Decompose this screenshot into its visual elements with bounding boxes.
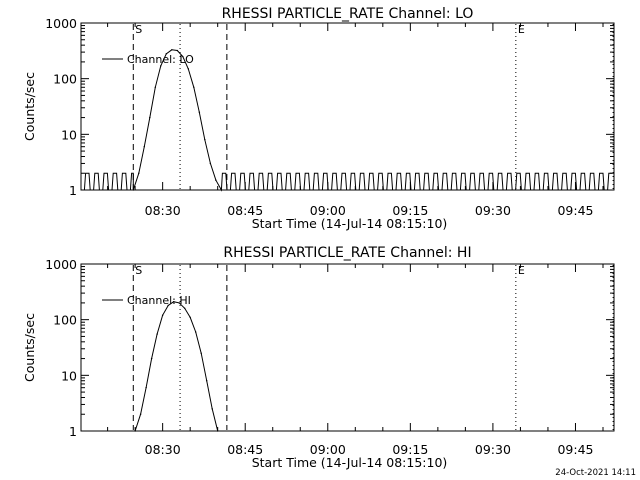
chart-title: RHESSI PARTICLE_RATE Channel: HI (223, 245, 471, 261)
series-line-lo (81, 49, 613, 192)
event-marker-label: E (518, 23, 525, 36)
chart-title: RHESSI PARTICLE_RATE Channel: LO (222, 6, 474, 22)
y-tick-label: 10 (61, 368, 77, 383)
y-tick-label: 1000 (45, 257, 77, 272)
data-point (198, 111, 201, 113)
legend-label: Channel: HI (127, 294, 191, 307)
data-point (139, 413, 142, 415)
data-point (134, 430, 136, 432)
x-tick-label: 09:45 (557, 203, 593, 218)
y-axis-label: Counts/sec (22, 72, 37, 141)
x-tick-label: 09:30 (475, 442, 511, 457)
chart-panel-hi: RHESSI PARTICLE_RATE Channel: HI 1 10 100 10… (22, 245, 615, 470)
data-point (145, 386, 147, 389)
x-axis-label: Start Time (14-Jul-14 08:15:10) (252, 455, 448, 470)
x-tick-label: 08:30 (145, 442, 181, 457)
x-tick-label: 08:45 (227, 203, 263, 218)
y-tick-label: 1 (69, 424, 77, 439)
data-point (138, 172, 140, 174)
data-point (161, 314, 164, 316)
x-tick-label: 08:45 (227, 442, 263, 457)
data-point (220, 189, 223, 191)
data-point (193, 86, 195, 88)
y-tick-label: 100 (53, 313, 77, 328)
x-tick-label: 09:00 (310, 442, 346, 457)
y-axis-label: Counts/sec (22, 313, 37, 382)
data-point (211, 408, 213, 410)
x-axis-label: Start Time (14-Jul-14 08:15:10) (252, 216, 448, 231)
data-point (216, 430, 219, 432)
data-point (183, 307, 186, 310)
generated-timestamp: 24-Oct-2021 14:11 (555, 468, 636, 478)
data-point (189, 316, 191, 319)
data-point (209, 162, 212, 165)
series-line-hi (134, 301, 219, 432)
data-point (154, 86, 157, 88)
data-point (150, 357, 153, 360)
data-point (194, 331, 197, 333)
data-point (182, 55, 184, 58)
y-tick-label: 10 (61, 127, 77, 142)
y-tick-label: 1000 (45, 16, 77, 31)
data-point (176, 49, 179, 52)
legend-label: Channel: LO (127, 53, 194, 66)
y-tick-label: 1 (69, 183, 77, 198)
plot-frame (80, 22, 615, 191)
data-point (178, 302, 180, 304)
data-point (204, 139, 206, 141)
data-point (200, 352, 202, 354)
data-point (215, 179, 217, 181)
x-tick-label: 08:30 (145, 203, 181, 218)
event-marker-label: E (518, 264, 525, 277)
x-tick-label: 09:15 (392, 442, 428, 457)
data-point (132, 189, 134, 191)
y-tick-label: 100 (53, 72, 77, 87)
data-point (187, 68, 190, 70)
data-point (149, 116, 151, 119)
event-marker-label: S (135, 264, 142, 277)
data-point (143, 145, 145, 148)
data-point (167, 304, 169, 307)
data-point (156, 333, 158, 335)
data-point (205, 380, 208, 382)
x-tick-label: 09:00 (310, 203, 346, 218)
data-point (172, 301, 175, 303)
data-point (160, 65, 162, 67)
x-tick-label: 09:45 (557, 442, 593, 457)
plot-frame (80, 263, 615, 432)
x-tick-label: 09:30 (475, 203, 511, 218)
data-point (165, 53, 168, 55)
event-marker-label: S (135, 23, 142, 36)
chart-panel-lo: RHESSI PARTICLE_RATE Channel: LO 1 10 100 10… (22, 6, 615, 231)
data-point (171, 49, 173, 51)
x-tick-label: 09:15 (392, 203, 428, 218)
